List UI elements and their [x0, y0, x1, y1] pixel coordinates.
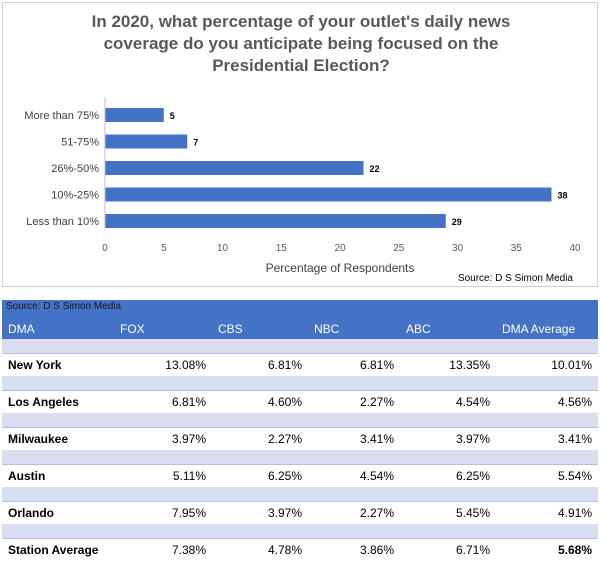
table-cell: 5.68% — [496, 537, 598, 561]
col-header-dma: DMA — [8, 322, 35, 336]
table-row: Milwaukee 3.97% 2.27% 3.41% 3.97% 3.41% — [2, 426, 598, 450]
table-cell: 3.97% — [114, 426, 212, 450]
data-label: 7 — [193, 138, 198, 148]
table-cell: 6.25% — [212, 463, 308, 487]
table-cell: 5.45% — [400, 500, 496, 524]
row-spacer-cell — [2, 339, 598, 353]
x-tick-label: 0 — [102, 243, 108, 254]
x-tick-label: 35 — [511, 243, 523, 254]
data-label: 22 — [370, 164, 380, 174]
table-cell: 10.01% — [496, 352, 598, 376]
table-row: Los Angeles 6.81% 4.60% 2.27% 4.54% 4.56% — [2, 389, 598, 413]
x-tick-label: 40 — [569, 243, 581, 254]
category-label: 10%-25% — [51, 190, 99, 202]
x-tick-label: 10 — [217, 243, 229, 254]
table-row: New York 13.08% 6.81% 6.81% 13.35% 10.01% — [2, 352, 598, 376]
table-cell: 4.54% — [400, 389, 496, 413]
row-dma-name: New York — [2, 352, 114, 376]
table-cell: 5.11% — [114, 463, 212, 487]
chart-panel: In 2020, what percentage of your outlet'… — [2, 2, 598, 287]
category-label: Less than 10% — [26, 216, 99, 228]
table-cell: 4.56% — [496, 389, 598, 413]
table-cell: 13.35% — [400, 352, 496, 376]
data-table-panel: Source: D S Simon Media DMA FOX CBS NBC … — [2, 300, 598, 571]
table-cell: 3.97% — [400, 426, 496, 450]
table-row: Station Average 7.38% 4.78% 3.86% 6.71% 5.68% — [2, 537, 598, 561]
data-label: 38 — [558, 191, 568, 201]
row-spacer-cell — [2, 524, 598, 538]
table-cell: 5.54% — [496, 463, 598, 487]
bar — [105, 161, 364, 175]
table-cell: 4.78% — [212, 537, 308, 561]
row-spacer — [2, 376, 598, 390]
row-spacer-cell — [2, 450, 598, 464]
bar-chart: More than 75% 5 51-75% 7 26%-50% 22 10%-25% 38 L… — [24, 97, 581, 284]
table-cell: 7.38% — [114, 537, 212, 561]
col-header-abc: ABC — [406, 322, 431, 336]
bar — [105, 187, 552, 202]
category-label: 26%-50% — [51, 163, 99, 175]
bar — [105, 108, 164, 122]
x-axis-label: Percentage of Respondents — [266, 261, 415, 275]
chart-source: Source: D S Simon Media — [458, 273, 573, 284]
bar — [105, 134, 188, 149]
table-cell: 6.81% — [308, 352, 400, 376]
row-spacer — [2, 339, 598, 353]
col-header-nbc: NBC — [314, 322, 340, 336]
row-dma-name: Austin — [2, 463, 114, 487]
chart-title: In 2020, what percentage of your outlet'… — [23, 11, 579, 77]
col-header-cbs: CBS — [218, 322, 243, 336]
table-cell: 3.97% — [212, 500, 308, 524]
chart-title-line: Presidential Election? — [212, 56, 390, 75]
row-spacer-cell — [2, 413, 598, 427]
table-cell: 3.41% — [496, 426, 598, 450]
table-cell: 4.54% — [308, 463, 400, 487]
table-cell: 2.27% — [212, 426, 308, 450]
data-label: 29 — [452, 217, 462, 227]
row-spacer — [2, 450, 598, 464]
category-label: More than 75% — [24, 110, 99, 122]
col-header-fox: FOX — [120, 322, 145, 336]
x-tick-label: 30 — [452, 243, 464, 254]
table-cell: 6.81% — [212, 352, 308, 376]
x-tick-label: 15 — [276, 243, 288, 254]
row-dma-name: Milwaukee — [2, 426, 114, 450]
table-cell: 2.27% — [308, 500, 400, 524]
x-tick-label: 20 — [334, 243, 346, 254]
x-tick-label: 25 — [393, 243, 405, 254]
table-cell: 2.27% — [308, 389, 400, 413]
chart-title-line: coverage do you anticipate being focused… — [103, 34, 499, 53]
table-cell: 4.91% — [496, 500, 598, 524]
dma-table: Source: D S Simon Media DMA FOX CBS NBC … — [2, 300, 598, 561]
row-spacer — [2, 524, 598, 538]
table-cell: 6.81% — [114, 389, 212, 413]
table-cell: 7.95% — [114, 500, 212, 524]
table-row: Orlando 7.95% 3.97% 2.27% 5.45% 4.91% — [2, 500, 598, 524]
data-label: 5 — [170, 111, 175, 121]
table-cell: 3.41% — [308, 426, 400, 450]
category-label: 51-75% — [61, 137, 99, 149]
row-dma-name: Station Average — [2, 537, 114, 561]
row-dma-name: Los Angeles — [2, 389, 114, 413]
x-tick-label: 5 — [161, 243, 167, 254]
bar — [105, 214, 446, 228]
table-cell: 3.86% — [308, 537, 400, 561]
table-cell: 6.25% — [400, 463, 496, 487]
table-row: Austin 5.11% 6.25% 4.54% 6.25% 5.54% — [2, 463, 598, 487]
table-cell: 4.60% — [212, 389, 308, 413]
row-spacer-cell — [2, 487, 598, 501]
row-dma-name: Orlando — [2, 500, 114, 524]
col-header-dma-average: DMA Average — [502, 322, 576, 336]
row-spacer — [2, 413, 598, 427]
chart-title-line: In 2020, what percentage of your outlet'… — [91, 12, 511, 31]
table-cell: 6.71% — [400, 537, 496, 561]
row-spacer-cell — [2, 376, 598, 390]
table-cell: 13.08% — [114, 352, 212, 376]
row-spacer — [2, 487, 598, 501]
table-source: Source: D S Simon Media — [2, 300, 598, 313]
